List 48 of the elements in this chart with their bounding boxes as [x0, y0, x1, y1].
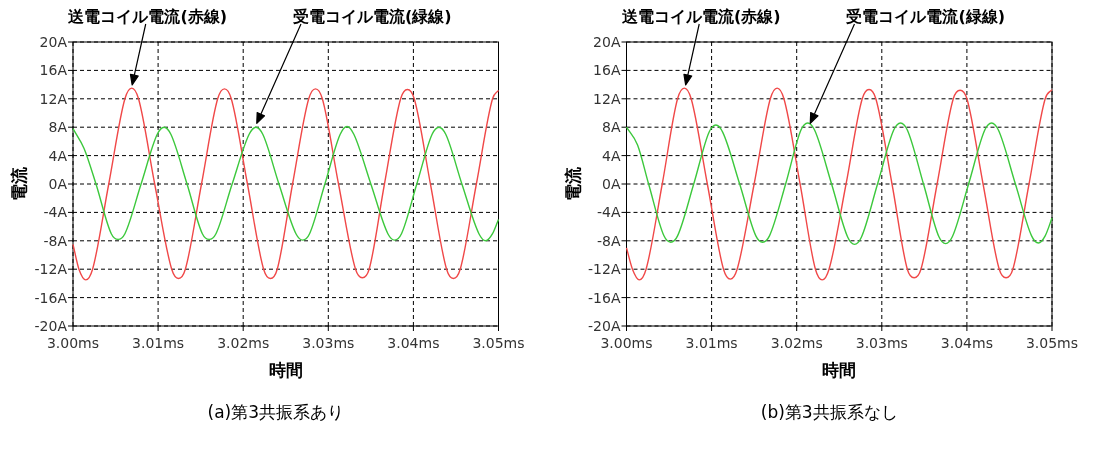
x-tick-label: 3.00ms	[600, 335, 653, 351]
text: (a)第3共振系あり	[207, 402, 344, 422]
y-tick-label: 20A	[39, 34, 68, 50]
y-tick-label: 8A	[602, 119, 621, 136]
y-tick-label: 12A	[39, 90, 68, 107]
x-tick-label: 3.03ms	[855, 335, 908, 351]
x-tick-label: 3.00ms	[46, 335, 100, 351]
y-tick-label: -4A	[43, 204, 68, 221]
y-tick-label: 16A	[593, 62, 621, 79]
y-tick-label: -16A	[588, 289, 621, 306]
y-tick-label: 8A	[48, 119, 68, 136]
line-series	[72, 87, 500, 281]
line-series	[625, 87, 1053, 281]
x-axis-title: 時間	[822, 360, 857, 380]
x-tick-label: 3.02ms	[770, 335, 823, 351]
y-tick-label: -8A	[43, 232, 68, 249]
y-tick-label: 4A	[602, 147, 621, 164]
y-tick-label: 0A	[48, 176, 68, 192]
y-tick-label: -20A	[34, 318, 68, 334]
arrow-note: 受電コイル電流(緑線)	[256, 7, 452, 124]
y-axis-title: 電流	[562, 166, 583, 201]
line-series	[72, 125, 500, 242]
y-tick-label: -20A	[588, 318, 621, 334]
y-tick-label: 16A	[39, 62, 68, 79]
y-axis-title: 電流	[9, 166, 29, 201]
text: (b)第3共振系なし	[760, 402, 898, 422]
x-tick-label: 3.01ms	[685, 335, 738, 351]
x-axis-title: 時間	[268, 360, 303, 380]
x-tick-label: 3.03ms	[302, 335, 355, 351]
x-tick-label: 3.02ms	[217, 335, 270, 351]
y-tick-label: 4A	[48, 147, 68, 164]
y-tick-label: -4A	[596, 204, 621, 221]
y-tick-label: 20A	[593, 34, 621, 50]
x-tick-label: 3.01ms	[132, 335, 185, 351]
line-series	[625, 122, 1053, 246]
x-tick-label: 3.05ms	[472, 335, 525, 351]
y-tick-label: 0A	[602, 176, 621, 192]
y-tick-label: 12A	[593, 90, 621, 107]
x-tick-label: 3.05ms	[1025, 335, 1079, 351]
arrow-note: 受電コイル電流(緑線)	[809, 7, 1006, 124]
y-tick-label: -12A	[588, 261, 621, 278]
y-tick-label: -12A	[34, 261, 68, 278]
x-tick-label: 3.04ms	[940, 335, 993, 351]
x-tick-label: 3.04ms	[387, 335, 440, 351]
y-tick-label: -16A	[34, 289, 68, 306]
arrow-note: 送電コイル電流(赤線)	[621, 7, 781, 86]
y-tick-label: -8A	[596, 232, 621, 249]
arrow-note: 送電コイル電流(赤線)	[68, 7, 228, 86]
